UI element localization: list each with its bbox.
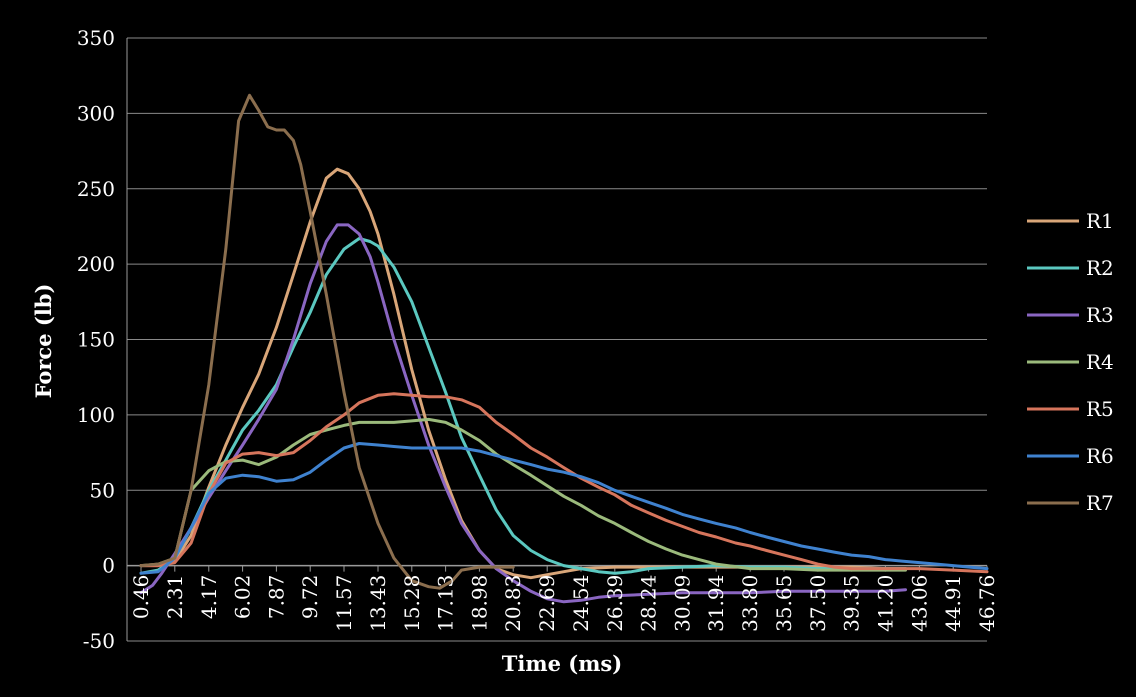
y-tick-label: 50	[90, 478, 115, 502]
x-tick-label: 2.31	[163, 575, 187, 620]
y-tick-label: 150	[77, 328, 115, 352]
x-tick-label: 13.43	[366, 575, 390, 632]
x-tick-label: 30.09	[670, 575, 694, 632]
y-tick-label: 300	[77, 101, 115, 125]
x-tick-label: 4.17	[197, 575, 221, 620]
x-tick-label: 11.57	[332, 575, 356, 632]
x-tick-label: 28.24	[637, 575, 661, 632]
x-tick-label: 39.35	[840, 575, 864, 632]
series-lines	[139, 93, 989, 604]
x-tick-label: 31.94	[704, 575, 728, 632]
x-tick-label: 35.65	[772, 575, 796, 632]
legend: R1 R2 R3 R4 R5 R6 R7	[1027, 209, 1114, 515]
x-tick-label: 18.98	[467, 575, 491, 632]
legend-label-r7: R7	[1086, 491, 1114, 515]
y-tick-label: 250	[77, 177, 115, 201]
series-line-r1	[139, 167, 907, 580]
x-tick-label: 41.20	[873, 575, 897, 632]
x-tick-label: 15.28	[400, 575, 424, 632]
y-tick-label: 100	[77, 403, 115, 427]
gridlines	[127, 37, 987, 642]
x-tick-labels: 0.46 2.31 4.17 6.02 7.87 9.72 11.57 13.43 15.28 1…	[129, 575, 999, 632]
x-tick-label: 7.87	[264, 575, 288, 620]
y-tick-label: -50	[83, 629, 115, 653]
legend-label-r3: R3	[1086, 303, 1114, 327]
y-tick-labels: -50 0 50 100 150 200 250 300 350	[77, 26, 115, 653]
x-tick-label: 17.13	[434, 575, 458, 632]
x-tick-label: 26.39	[603, 575, 627, 632]
x-tick-label: 0.46	[129, 575, 153, 620]
x-tick-label: 43.06	[907, 575, 931, 632]
series-line-r2	[139, 237, 907, 575]
series-line-r7	[139, 93, 515, 590]
x-tick-label: 46.76	[975, 575, 999, 632]
legend-label-r1: R1	[1086, 209, 1114, 233]
legend-label-r5: R5	[1086, 397, 1114, 421]
series-line-r6	[139, 442, 989, 575]
y-tick-label: 0	[102, 554, 115, 578]
x-tick-label: 33.80	[738, 575, 762, 632]
y-axis-title: Force (lb)	[31, 284, 56, 399]
series-line-r3	[139, 223, 907, 604]
legend-label-r6: R6	[1086, 444, 1114, 468]
x-axis-title: Time (ms)	[502, 651, 622, 676]
x-tick-label: 22.69	[535, 575, 559, 632]
y-tick-label: 350	[77, 26, 115, 50]
x-tick-label: 6.02	[231, 575, 255, 620]
legend-label-r4: R4	[1086, 350, 1114, 374]
series-line-r5	[139, 392, 989, 574]
series-line-r4	[139, 417, 907, 572]
y-tick-label: 200	[77, 252, 115, 276]
x-tick-label: 20.83	[501, 575, 525, 632]
x-tick-label: 9.72	[298, 575, 322, 620]
x-tick-label: 24.54	[569, 575, 593, 632]
x-tick-label: 37.50	[806, 575, 830, 632]
legend-label-r2: R2	[1086, 256, 1114, 280]
x-tick-label: 44.91	[941, 575, 965, 632]
